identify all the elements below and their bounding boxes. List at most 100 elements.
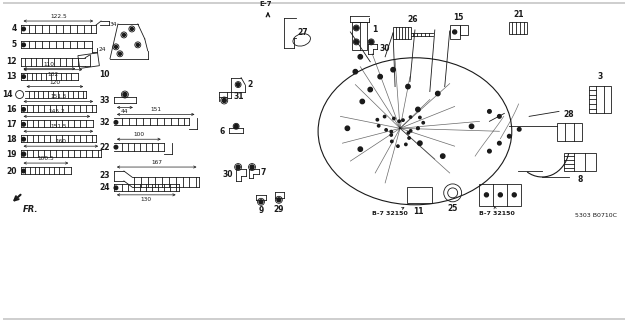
Text: 44: 44 [121, 109, 129, 115]
Circle shape [485, 193, 488, 197]
Circle shape [391, 68, 395, 72]
Circle shape [488, 110, 491, 113]
Text: 12: 12 [6, 57, 17, 66]
Circle shape [441, 154, 445, 158]
Text: 160: 160 [55, 139, 66, 144]
Circle shape [358, 55, 362, 59]
Text: 151.5: 151.5 [50, 94, 66, 100]
Circle shape [397, 145, 399, 147]
Text: 4: 4 [11, 24, 17, 34]
Circle shape [22, 137, 26, 141]
Text: 100: 100 [133, 132, 145, 137]
Circle shape [498, 115, 501, 118]
Circle shape [22, 75, 26, 78]
Text: 20: 20 [6, 166, 17, 175]
Circle shape [407, 132, 409, 134]
Circle shape [470, 124, 474, 129]
Text: 132: 132 [48, 72, 58, 77]
Text: 24: 24 [99, 47, 106, 52]
Circle shape [354, 26, 358, 30]
Text: 17: 17 [6, 120, 17, 129]
Bar [589, 85, 610, 113]
Circle shape [406, 84, 410, 89]
Circle shape [408, 137, 410, 139]
Text: 5: 5 [11, 40, 17, 49]
Circle shape [237, 83, 240, 86]
Bar [480, 184, 521, 206]
Circle shape [114, 145, 118, 149]
Circle shape [417, 127, 419, 130]
Circle shape [416, 107, 420, 112]
Circle shape [404, 143, 407, 146]
Bar [407, 187, 432, 203]
Circle shape [22, 27, 26, 31]
Bar [352, 22, 367, 50]
Circle shape [115, 45, 118, 48]
Text: 30: 30 [379, 44, 389, 53]
Text: 14: 14 [2, 90, 13, 99]
Circle shape [498, 193, 502, 197]
Circle shape [398, 120, 401, 122]
Circle shape [22, 169, 26, 173]
Text: 24: 24 [100, 183, 110, 192]
Circle shape [250, 165, 254, 169]
Text: 26: 26 [408, 15, 418, 24]
Circle shape [409, 116, 412, 118]
Circle shape [390, 134, 393, 136]
Circle shape [123, 33, 125, 36]
Circle shape [234, 124, 238, 128]
Text: 34: 34 [110, 21, 118, 27]
Circle shape [21, 152, 26, 156]
Text: 8: 8 [577, 175, 583, 184]
Circle shape [402, 119, 404, 121]
Text: 167: 167 [151, 160, 162, 165]
Circle shape [508, 134, 511, 138]
Circle shape [22, 108, 26, 111]
Circle shape [422, 122, 424, 124]
Text: 29: 29 [274, 205, 284, 214]
Bar [564, 153, 596, 171]
Bar [449, 25, 459, 39]
Circle shape [222, 99, 226, 102]
Text: 27: 27 [298, 28, 309, 37]
Text: 2: 2 [247, 80, 252, 89]
Circle shape [488, 149, 491, 153]
Circle shape [419, 116, 421, 119]
Circle shape [130, 28, 133, 30]
Text: 25: 25 [448, 204, 458, 213]
Circle shape [358, 147, 362, 151]
Circle shape [114, 121, 118, 124]
Text: 151.5: 151.5 [50, 124, 66, 129]
Circle shape [418, 141, 422, 145]
Text: 11: 11 [414, 207, 424, 216]
Circle shape [114, 186, 118, 190]
Text: 30: 30 [223, 171, 233, 180]
Circle shape [409, 130, 412, 132]
Text: 10: 10 [100, 70, 110, 79]
Text: 16: 16 [6, 105, 17, 114]
Text: FR.: FR. [23, 205, 38, 214]
Text: 130: 130 [141, 197, 152, 202]
Text: E-7: E-7 [260, 1, 272, 7]
Circle shape [377, 124, 380, 127]
Bar [557, 123, 582, 141]
Circle shape [345, 126, 349, 131]
Text: 32: 32 [100, 118, 110, 127]
Circle shape [236, 165, 240, 169]
Text: 9: 9 [259, 206, 264, 215]
Text: 18: 18 [6, 135, 17, 144]
Circle shape [512, 193, 516, 197]
Text: 23: 23 [100, 172, 110, 180]
Text: 31: 31 [233, 92, 244, 101]
Circle shape [368, 87, 372, 92]
Text: 28: 28 [563, 110, 574, 119]
Circle shape [393, 117, 395, 120]
Circle shape [354, 40, 358, 44]
Circle shape [385, 129, 387, 131]
Circle shape [498, 141, 501, 145]
Text: 100.5: 100.5 [38, 156, 54, 161]
Circle shape [436, 91, 440, 96]
Text: 3: 3 [597, 72, 602, 81]
Text: 151: 151 [150, 108, 161, 112]
Text: 5303 B0710C: 5303 B0710C [575, 213, 617, 218]
